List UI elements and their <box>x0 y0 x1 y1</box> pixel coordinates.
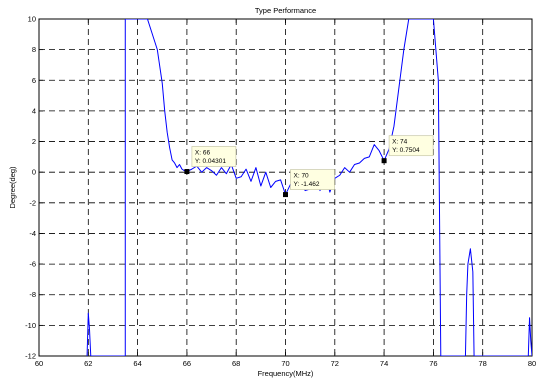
y-tick-label: 0 <box>32 168 36 177</box>
y-tick-label: 6 <box>32 76 36 85</box>
y-tick-label: -6 <box>29 260 36 269</box>
x-tick-label: 72 <box>331 359 339 368</box>
x-tick-label: 78 <box>479 359 487 368</box>
y-tick-label: -2 <box>29 198 36 207</box>
datatips: X: 66Y: 0.04301 X: 70Y: -1.462 X: 74Y: 0.7… <box>184 135 434 198</box>
y-tick-label: -10 <box>25 321 36 330</box>
datatip-marker <box>184 169 190 175</box>
y-axis-label: Degree(deg) <box>8 166 17 209</box>
datatip-marker <box>381 158 387 164</box>
x-tick-label: 76 <box>429 359 437 368</box>
x-tick-label: 70 <box>281 359 289 368</box>
y-tick-label: 2 <box>32 137 36 146</box>
x-tick-label: 68 <box>232 359 240 368</box>
datatip-y-label: Y: 0.7504 <box>392 147 420 154</box>
datatip-box <box>290 169 335 190</box>
x-tick-label: 64 <box>133 359 141 368</box>
datatip-box <box>191 146 237 167</box>
datatip: X: 74Y: 0.7504 <box>381 135 434 164</box>
chart-title: Type Performance <box>255 6 316 15</box>
datatip-y-label: Y: 0.04301 <box>195 158 226 165</box>
datatip: X: 70Y: -1.462 <box>283 169 335 198</box>
series <box>86 19 532 356</box>
x-tick-label: 66 <box>183 359 191 368</box>
datatip-marker <box>283 192 288 198</box>
x-axis-label: Frequency(MHz) <box>258 369 314 378</box>
y-tick-label: -12 <box>25 352 36 361</box>
x-tick-label: 80 <box>528 359 536 368</box>
ticks <box>38 18 533 357</box>
datatip-x-label: X: 70 <box>294 173 310 180</box>
y-tick-label: 8 <box>32 45 36 54</box>
y-tick-label: -4 <box>29 229 36 238</box>
y-tick-label: 10 <box>28 15 36 24</box>
series-line <box>86 19 532 356</box>
y-tick-label: -8 <box>29 290 36 299</box>
grid <box>39 19 532 356</box>
datatip-y-label: Y: -1.462 <box>294 181 320 188</box>
y-tick-label: 4 <box>32 106 36 115</box>
x-tick-label: 60 <box>35 359 43 368</box>
datatip-box <box>388 135 434 157</box>
x-tick-label: 74 <box>380 359 388 368</box>
x-tick-label: 62 <box>84 359 92 368</box>
datatip-x-label: X: 66 <box>195 150 211 157</box>
y-tick-labels: 10 8 6 4 2 0 -2 -4 -6 -8 -10 -12 <box>25 15 36 361</box>
datatip: X: 66Y: 0.04301 <box>184 146 237 175</box>
x-tick-labels: 60 62 64 66 68 70 72 74 76 78 80 <box>35 359 536 368</box>
datatip-x-label: X: 74 <box>392 139 408 146</box>
